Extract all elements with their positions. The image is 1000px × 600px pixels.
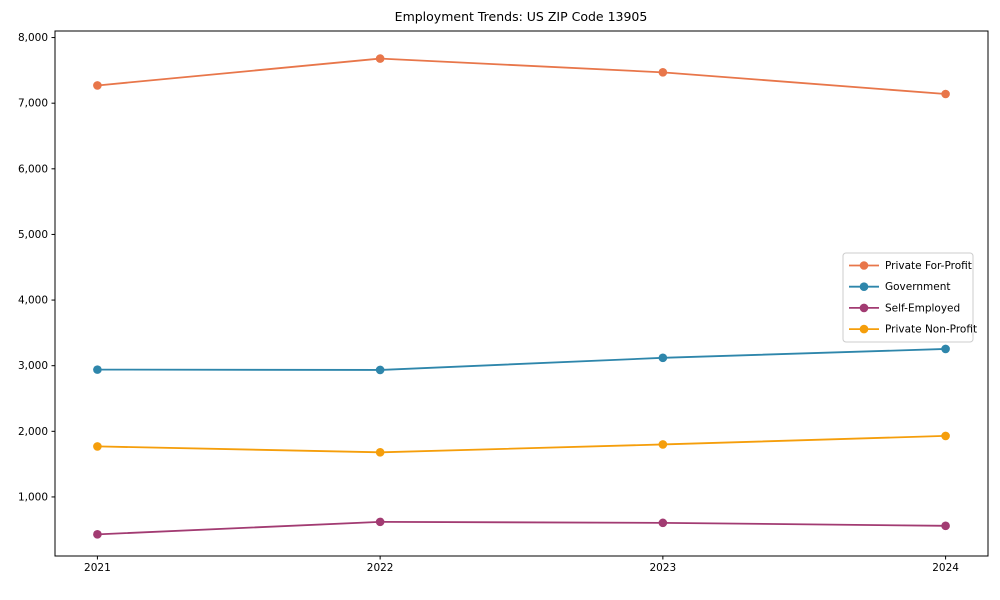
x-tick-label: 2023 — [649, 562, 676, 574]
y-tick-label: 6,000 — [18, 163, 48, 175]
legend-marker-sample — [859, 282, 869, 292]
y-tick-label: 7,000 — [18, 98, 48, 110]
data-point-private-for-profit — [658, 68, 668, 77]
data-point-government — [941, 344, 950, 354]
y-tick-label: 3,000 — [18, 360, 48, 372]
series-line-self-employed — [97, 520, 946, 536]
legend-marker-sample — [859, 261, 869, 270]
x-axis: 2021 2022 2023 2024 — [84, 556, 959, 574]
legend-frame — [842, 252, 974, 343]
data-point-self-employed — [375, 517, 385, 527]
plot-frame — [54, 30, 989, 557]
data-point-self-employed — [658, 518, 668, 528]
y-tick-label: 2,000 — [18, 426, 48, 438]
plot-border — [54, 30, 989, 557]
data-point-private-for-profit — [93, 81, 102, 90]
legend-label-private-for-profit: Private For-Profit — [885, 260, 972, 272]
data-point-private-for-profit — [941, 89, 950, 99]
data-point-private-for-profit — [375, 54, 385, 63]
y-tick-label: 8,000 — [18, 32, 48, 44]
series-line-private-for-profit — [97, 57, 946, 95]
legend-box: Private For-Profit Government Self-Employe… — [842, 252, 977, 343]
legend-label-private-non-profit: Private Non-Profit — [885, 324, 977, 336]
data-point-self-employed — [93, 530, 102, 539]
x-tick-label: 2021 — [84, 562, 111, 574]
legend-marker-sample — [859, 324, 869, 334]
legend-label-government: Government — [885, 281, 950, 293]
chart-title: Employment Trends: US ZIP Code 13905 — [395, 9, 648, 24]
data-point-government — [658, 353, 668, 363]
series-line-private-non-profit — [97, 435, 946, 454]
data-point-private-non-profit — [93, 442, 102, 451]
data-point-government — [93, 365, 102, 374]
data-point-government — [375, 365, 385, 375]
data-point-private-non-profit — [941, 431, 950, 441]
y-axis: 1,000 2,000 3,000 4,000 5,000 6,000 7,000 8,000 — [18, 32, 55, 503]
data-point-private-non-profit — [658, 440, 668, 449]
y-tick-label: 1,000 — [18, 491, 48, 503]
series-group — [93, 54, 950, 539]
x-tick-label: 2024 — [932, 562, 959, 574]
legend-marker-sample — [859, 303, 869, 313]
data-point-self-employed — [941, 521, 950, 531]
y-tick-label: 5,000 — [18, 229, 48, 241]
series-line-government — [97, 348, 946, 371]
data-point-private-non-profit — [375, 448, 385, 457]
x-tick-label: 2022 — [367, 562, 394, 574]
legend-label-self-employed: Self-Employed — [885, 302, 960, 314]
y-tick-label: 4,000 — [18, 295, 48, 307]
